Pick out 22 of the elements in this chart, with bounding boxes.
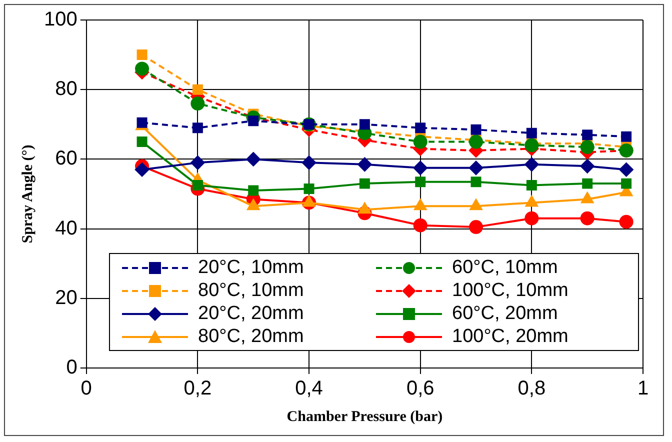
x-tick-label: 0,4 (295, 378, 323, 400)
x-tick-label: 0,6 (406, 378, 434, 400)
y-tick-label: 40 (55, 217, 78, 240)
y-tick-label: 80 (55, 78, 78, 100)
y-axis-title: Spray Angle (°) (20, 144, 36, 244)
legend-label: 20°C, 10mm (198, 256, 304, 278)
x-tick-label: 0 (80, 378, 92, 400)
y-tick-label: 0 (66, 356, 78, 379)
y-tick-label: 100 (44, 8, 78, 31)
x-tick-label: 1 (637, 378, 649, 400)
legend-label: 100°C, 10mm (452, 280, 568, 302)
x-tick-label: 0,8 (518, 378, 546, 400)
legend-label: 100°C, 20mm (452, 326, 568, 348)
x-axis-title: Chamber Pressure (bar) (286, 408, 443, 425)
legend-label: 80°C, 10mm (198, 280, 304, 302)
legend-label: 20°C, 20mm (198, 302, 304, 324)
y-tick-label: 60 (55, 148, 78, 170)
legend-label: 60°C, 10mm (452, 256, 558, 278)
legend-label: 60°C, 20mm (452, 302, 558, 324)
legend-label: 80°C, 20mm (198, 326, 304, 348)
x-tick-label: 0,2 (184, 378, 212, 400)
y-tick-label: 20 (55, 286, 78, 309)
